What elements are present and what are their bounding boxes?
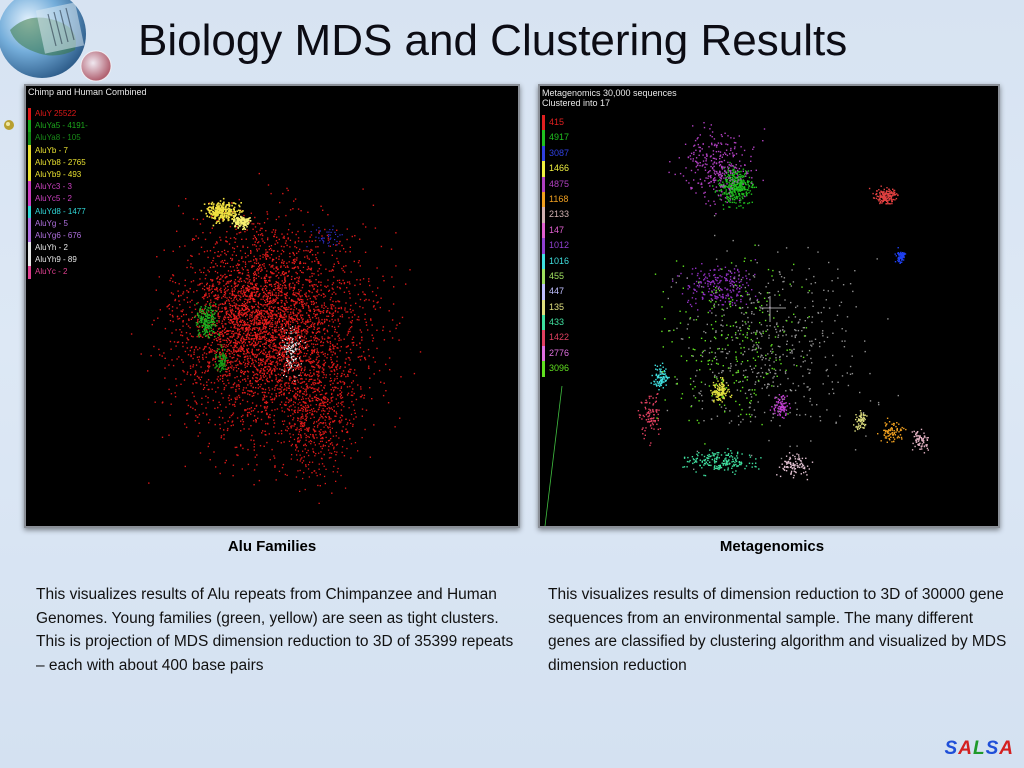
- salsa-logo: SALSA: [945, 738, 1014, 760]
- alu-caption-title: Alu Families: [227, 538, 317, 555]
- salsa-letter: A: [958, 738, 973, 759]
- metagenomics-legend: 415 4917 3087 1466 4875 1168 2133 147 1012 1016 45…: [542, 115, 569, 377]
- alu-caption-text: This visualizes results of Alu repeats f…: [36, 586, 514, 674]
- metagenomics-legend-item: 1466: [542, 161, 569, 177]
- metagenomics-point-cloud: [544, 122, 929, 526]
- metagenomics-legend-item: 1016: [542, 253, 569, 269]
- alu-legend-item: AluYg6 - 676: [28, 229, 88, 243]
- alu-legend-item: AluYg - 5: [28, 217, 88, 230]
- metagenomics-legend-item: 1012: [542, 238, 569, 254]
- alu-legend-item: AluYc3 - 3: [28, 181, 88, 194]
- metagenomics-caption-title: Metagenomics: [719, 538, 825, 555]
- alu-plot-header: Chimp and Human Combined: [28, 87, 147, 97]
- alu-legend-item: AluYa8 - 105: [28, 132, 88, 145]
- alu-legend-item: AluYb9 - 493: [28, 168, 88, 182]
- metagenomics-legend-item: 433: [542, 315, 569, 331]
- metagenomics-legend-item: 1168: [542, 191, 569, 208]
- metagenomics-legend-item: 3096: [542, 361, 569, 377]
- alu-legend-item: AluYc5 - 2: [28, 193, 88, 206]
- metagenomics-plot-header: Metagenomics 30,000 sequences Clustered …: [542, 88, 677, 108]
- metagenomics-legend-item: 1422: [542, 330, 569, 346]
- metagenomics-plot: Metagenomics 30,000 sequences Clustered …: [538, 84, 1000, 528]
- alu-legend-item: AluYa5 - 4191-: [28, 120, 88, 133]
- alu-point-cloud: [130, 172, 422, 504]
- page-title: Biology MDS and Clustering Results: [138, 16, 848, 65]
- salsa-letter: S: [944, 738, 959, 759]
- alu-families-plot: Chimp and Human Combined AluY 25522 AluYa…: [24, 84, 520, 528]
- metagenomics-caption-text: This visualizes results of dimension red…: [548, 586, 1007, 674]
- metagenomics-legend-item: 455: [542, 268, 569, 285]
- alu-legend-item: AluYh - 2: [28, 242, 88, 255]
- metagenomics-legend-item: 135: [542, 299, 569, 316]
- alu-legend: AluY 25522 AluYa5 - 4191- AluYa8 - 105 AluY…: [28, 108, 88, 279]
- alu-legend-item: AluYb - 7: [28, 144, 88, 157]
- alu-legend-item: AluYd8 - 1477: [28, 205, 88, 218]
- metagenomics-legend-item: 3087: [542, 145, 569, 162]
- metagenomics-legend-item: 447: [542, 284, 569, 300]
- alu-legend-item: AluYb8 - 2765: [28, 156, 88, 169]
- metagenomics-legend-item: 2776: [542, 345, 569, 362]
- bullet-icon: [4, 120, 14, 130]
- salsa-letter: S: [985, 738, 1000, 759]
- salsa-letter: L: [972, 738, 986, 759]
- metagenomics-legend-item: 147: [542, 222, 569, 239]
- metagenomics-legend-item: 4875: [542, 176, 569, 192]
- metagenomics-legend-item: 4917: [542, 130, 569, 146]
- alu-legend-item: AluYc - 2: [28, 266, 88, 279]
- metagenomics-legend-item: 415: [542, 115, 569, 131]
- alu-legend-item: AluY 25522: [28, 108, 88, 121]
- metagenomics-legend-item: 2133: [542, 207, 569, 223]
- alu-legend-item: AluYh9 - 89: [28, 254, 88, 267]
- globe-logo-icon: [0, 0, 112, 82]
- salsa-letter: A: [999, 738, 1014, 759]
